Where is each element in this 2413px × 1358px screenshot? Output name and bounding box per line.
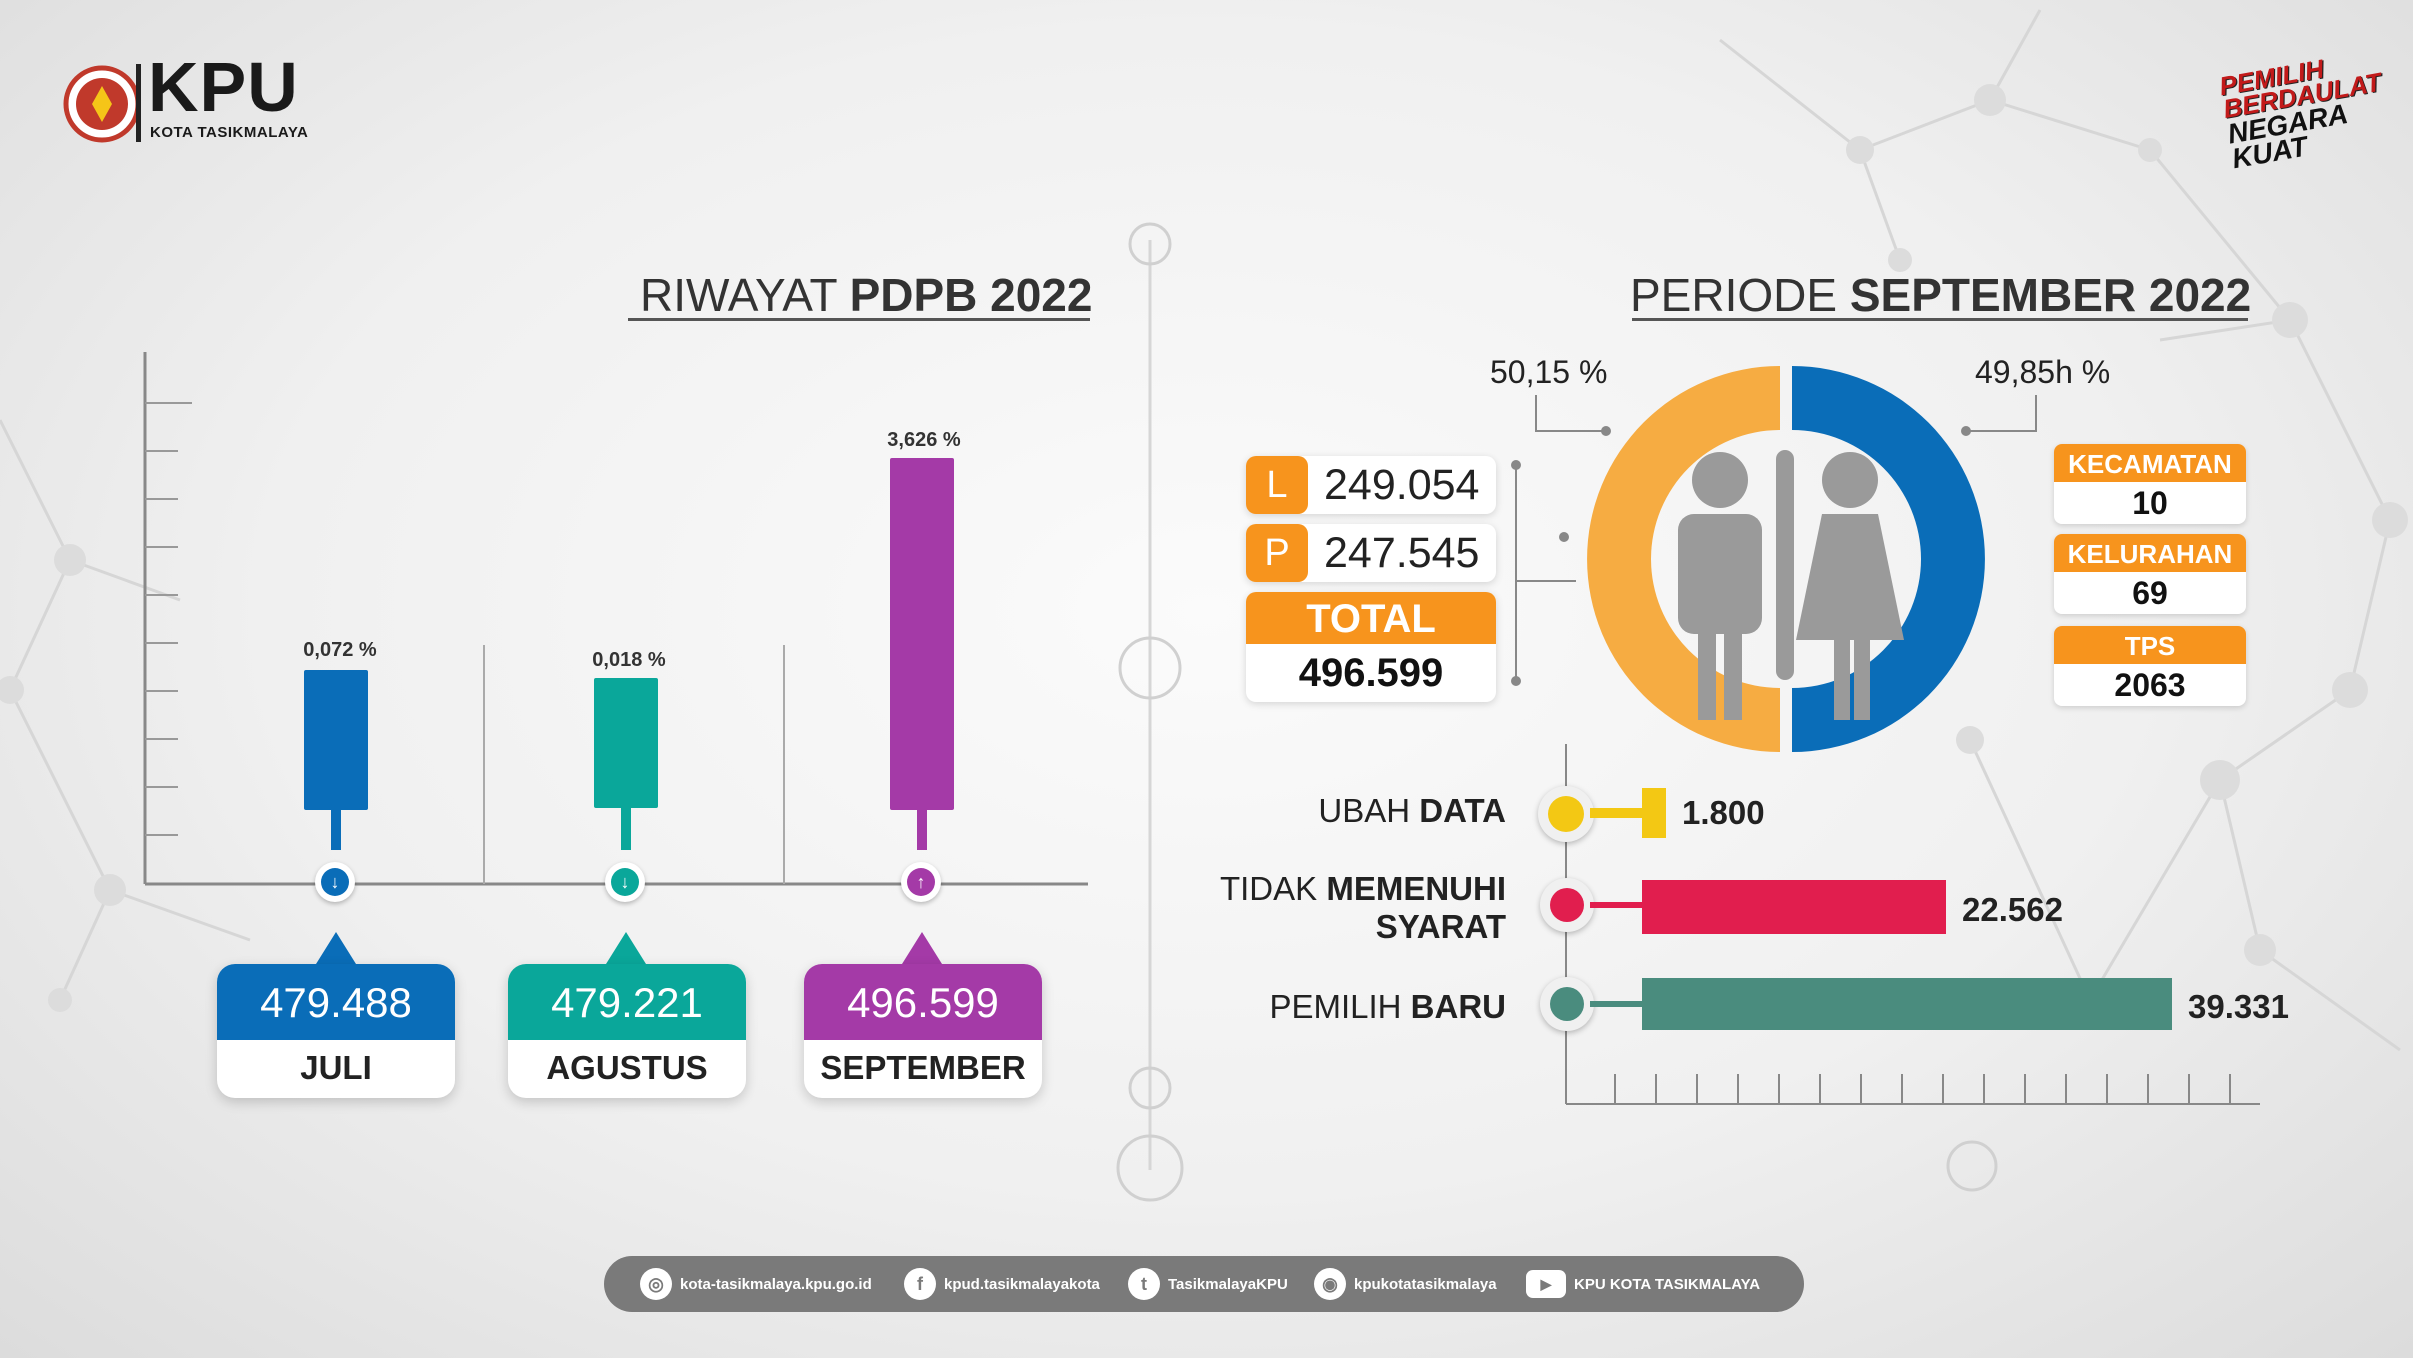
value-p: 247.545 [1324, 529, 1480, 577]
pct-left-label: 50,15 % [1490, 354, 1608, 390]
female-figure-icon [1796, 452, 1904, 720]
facebook-icon: f [904, 1268, 936, 1300]
month-card-september: 496.599 SEPTEMBER [804, 964, 1042, 1098]
logo-divider [136, 64, 141, 142]
bar-september [890, 458, 954, 810]
kpu-emblem-logo [63, 65, 141, 143]
label-september: SEPTEMBER [820, 1049, 1026, 1086]
hbar-pemilih-baru [1642, 978, 2172, 1030]
hbar-label-pemilih-baru: PEMILIH BARU [1269, 988, 1506, 1025]
hbar-connector-ubah-data [1590, 808, 1646, 818]
bar-juli [304, 670, 368, 810]
value-l: 249.054 [1324, 461, 1480, 509]
letter-l: L [1246, 456, 1308, 514]
stat-card-tps: TPS 2063 [2054, 626, 2246, 706]
callout-lines [1511, 395, 2037, 686]
label-agustus: AGUSTUS [546, 1049, 708, 1086]
bar-stem-september [917, 808, 927, 850]
hbar-ubah-data [1642, 788, 1666, 838]
value-agustus: 479.221 [508, 964, 746, 1040]
month-card-juli: 479.488 JULI [217, 964, 455, 1098]
hbar-tidak-memenuhi-syarat [1642, 880, 1946, 934]
gender-box-l: L 249.054 [1246, 456, 1496, 514]
trend-up-icon: ↑ [901, 862, 941, 902]
trend-down-icon: ↓ [605, 862, 645, 902]
hbar-dot-pemilih-baru [1540, 977, 1594, 1031]
footer-youtube[interactable]: ▶ KPU KOTA TASIKMALAYA [1526, 1266, 1760, 1302]
change-label-agustus: 0,018 % [592, 649, 666, 671]
footer-twitter[interactable]: t TasikmalayaKPU [1128, 1266, 1288, 1302]
card-pointer-agustus [606, 932, 646, 964]
left-section-title: RIWAYAT PDPB 2022 [640, 269, 1093, 321]
footer-social-bar: ◎ kota-tasikmalaya.kpu.go.id f kpud.tasikm… [604, 1256, 1804, 1312]
month-card-agustus: 479.221 AGUSTUS [508, 964, 746, 1098]
youtube-icon: ▶ [1526, 1270, 1566, 1298]
footer-facebook[interactable]: f kpud.tasikmalayakota [904, 1266, 1100, 1302]
hbar-connector-pemilih-baru [1590, 1001, 1642, 1007]
gender-box-p: P 247.545 [1246, 524, 1496, 582]
gender-donut-chart [1587, 366, 1985, 752]
total-box: TOTAL 496.599 [1246, 592, 1496, 702]
hbar-value-ubah-data: 1.800 [1682, 794, 1765, 831]
total-value: 496.599 [1298, 651, 1444, 695]
twitter-icon: t [1128, 1268, 1160, 1300]
label-juli: JULI [300, 1049, 372, 1086]
donut-slice-l [1587, 366, 1780, 752]
letter-p: P [1246, 524, 1308, 582]
hbar-connector-tidak-memenuhi-syarat [1590, 902, 1642, 908]
bar-stem-juli [331, 808, 341, 850]
globe-icon: ◎ [640, 1268, 672, 1300]
donut-slice-p [1792, 366, 1985, 752]
hbar-dot-tidak-memenuhi-syarat [1540, 878, 1594, 932]
hbar-label-tidak-memenuhi-syarat: TIDAK MEMENUHI SYARAT [1219, 870, 1506, 945]
bar-agustus [594, 678, 658, 808]
total-label: TOTAL [1246, 592, 1496, 644]
change-label-september: 3,626 % [887, 429, 961, 451]
stat-card-kecamatan: KECAMATAN 10 [2054, 444, 2246, 524]
value-september: 496.599 [804, 964, 1042, 1040]
stat-card-kelurahan: KELURAHAN 69 [2054, 534, 2246, 614]
footer-instagram[interactable]: ◉ kpukotatasikmalaya [1314, 1266, 1497, 1302]
logo-text: KPU [148, 48, 299, 126]
instagram-icon: ◉ [1314, 1268, 1346, 1300]
hbar-dot-ubah-data [1538, 786, 1594, 842]
card-pointer-juli [316, 932, 356, 964]
trend-down-icon: ↓ [315, 862, 355, 902]
value-juli: 479.488 [217, 964, 455, 1040]
left-title-underline [628, 318, 1090, 321]
male-figure-icon [1678, 452, 1762, 720]
hbar-label-ubah-data: UBAH DATA [1318, 792, 1506, 829]
pct-right-label: 49,85h % [1975, 354, 2111, 390]
hbar-value-pemilih-baru: 39.331 [2188, 988, 2289, 1025]
bar-stem-agustus [621, 806, 631, 850]
footer-website[interactable]: ◎ kota-tasikmalaya.kpu.go.id [640, 1266, 872, 1302]
change-label-juli: 0,072 % [303, 639, 377, 661]
hbar-value-tidak-memenuhi-syarat: 22.562 [1962, 891, 2063, 928]
card-pointer-september [902, 932, 942, 964]
right-title-underline [1632, 318, 2248, 321]
right-section-title: PERIODE SEPTEMBER 2022 [1630, 269, 2252, 321]
separator-bar [1776, 450, 1794, 680]
logo-subtitle: KOTA TASIKMALAYA [150, 124, 309, 141]
